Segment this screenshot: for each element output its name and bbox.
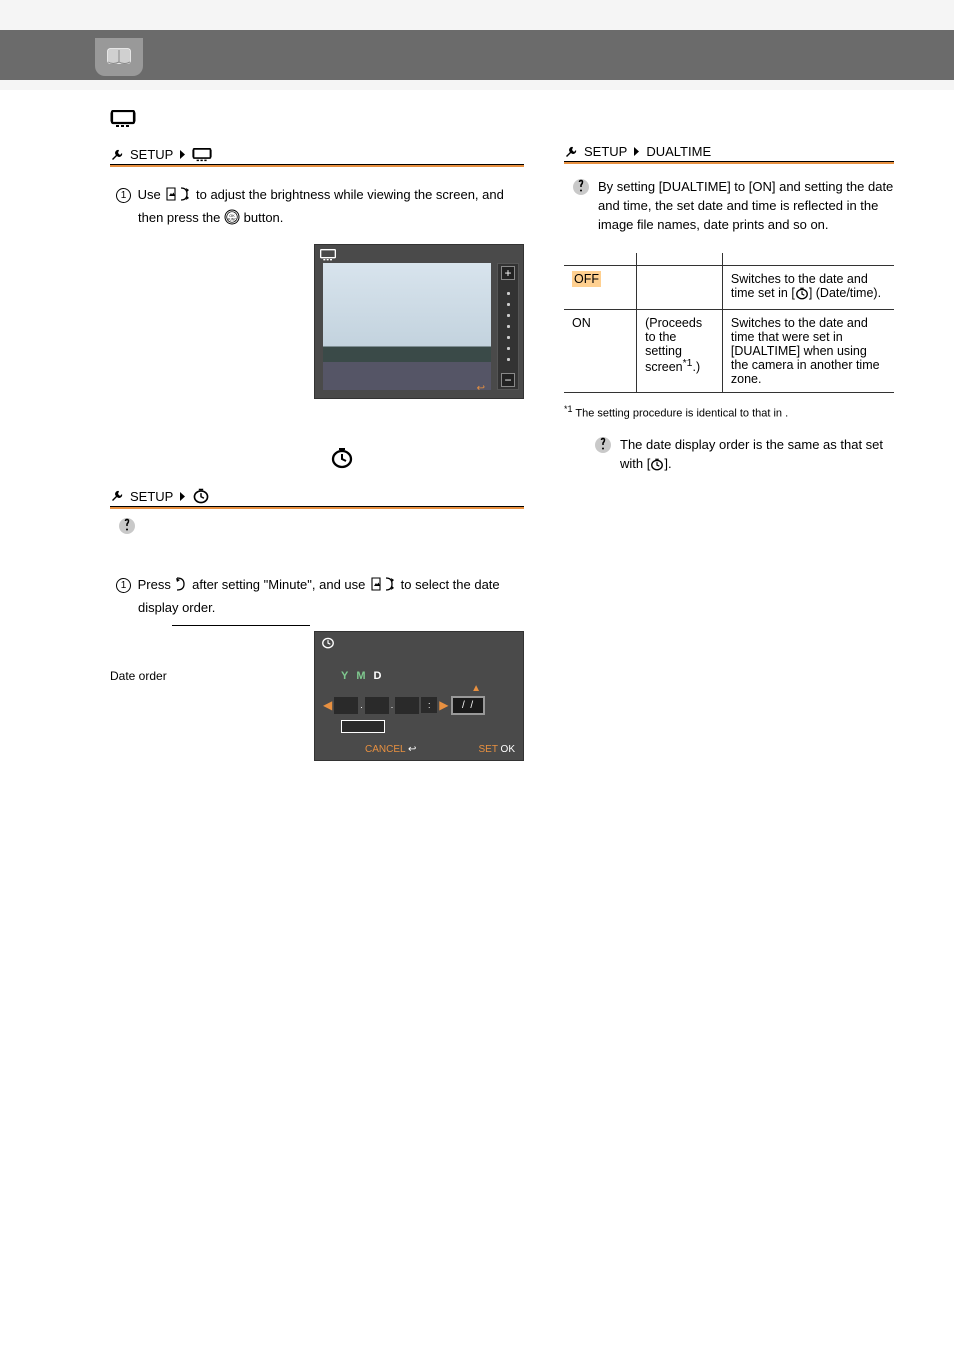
right-caret-icon: ▶: [439, 698, 448, 712]
chevron-right-icon: [633, 147, 640, 156]
chevron-right-icon: [179, 492, 186, 501]
month-field: [365, 697, 389, 714]
table-row: OFF Switches to the date and time set in…: [564, 265, 894, 309]
breadcrumb-dualtime: SETUP DUALTIME: [564, 144, 894, 159]
date-order-label: Date order: [110, 669, 310, 683]
time-box: / /: [451, 696, 485, 715]
up-caret-icon: ▲: [471, 683, 481, 694]
right-column: SETUP DUALTIME By setting [DUALTIME] to …: [564, 110, 894, 761]
info-icon: [118, 517, 136, 535]
month-order-box: [341, 720, 385, 733]
breadcrumb-date: SETUP: [110, 488, 524, 504]
chapter-tab: [95, 38, 143, 76]
left-column: SETUP 1 Use to adjust the brightness whi…: [110, 110, 524, 761]
path-setup-label: SETUP: [130, 489, 173, 504]
monitor-heading-icon: [110, 110, 136, 131]
slider-ticks: [507, 288, 509, 365]
dualtime-note: By setting [DUALTIME] to [ON] and settin…: [564, 178, 894, 235]
off-label: OFF: [572, 271, 601, 287]
monitor-instruction: 1 Use to adjust the brightness while vie…: [110, 185, 524, 230]
brightness-slider: + −: [497, 263, 519, 390]
preview-back-icon: ↩: [477, 383, 485, 394]
clock-heading-icon: [330, 447, 524, 472]
day-field: [395, 697, 419, 714]
monitor-path-icon: [192, 148, 212, 162]
on-label: ON: [564, 309, 637, 392]
preview-bottom-hints: CANCEL ↩ SET OK: [365, 744, 515, 755]
svg-text:FUNC: FUNC: [228, 217, 238, 221]
breadcrumb-monitor: SETUP: [110, 147, 524, 162]
divider-accent: [110, 507, 524, 509]
info-icon: [572, 178, 590, 196]
date-order-note: The date display order is the same as th…: [564, 436, 894, 477]
info-icon: [594, 436, 612, 454]
arrow-pad-icon: [369, 576, 397, 598]
ymd-heading: YMD: [341, 670, 389, 682]
clock-inline-icon: [650, 458, 664, 477]
dualtime-note-text: By setting [DUALTIME] to [ON] and settin…: [598, 178, 894, 235]
table-header-row: [564, 253, 894, 266]
off-description: Switches to the date and time set in [] …: [722, 265, 894, 309]
slider-minus: −: [501, 373, 515, 387]
date-order-callout-line: [172, 625, 310, 626]
colon-field: :: [421, 697, 437, 713]
path-setup-label: SETUP: [584, 144, 627, 159]
date-fields-row: ◀ . . : ▶ / /: [323, 694, 515, 716]
right-arrow-icon: [174, 576, 188, 598]
wrench-icon: [564, 145, 578, 159]
dualtime-table: OFF Switches to the date and time set in…: [564, 253, 894, 393]
date-setting-preview: YMD ▲ ◀ . . : ▶ / / CANCEL ↩: [314, 631, 524, 761]
wrench-icon: [110, 489, 124, 503]
divider-accent: [110, 165, 524, 167]
date-instruction: 1 Press after setting "Minute", and use …: [110, 575, 524, 617]
banner-stripe: [0, 30, 954, 80]
ok-button-icon: OKFUNC: [224, 209, 240, 231]
path-setup-label: SETUP: [130, 147, 173, 162]
slider-plus: +: [501, 266, 515, 280]
arrow-pad-icon: [164, 186, 192, 208]
path-dualtime-label: DUALTIME: [646, 144, 711, 159]
date-leadnote: [110, 517, 524, 535]
clock-inline-icon: [795, 287, 809, 303]
table-row: ON (Proceeds to the setting screen*1.) S…: [564, 309, 894, 392]
monitor-brightness-preview: + − ↩: [314, 244, 524, 399]
top-banner: [0, 0, 954, 90]
date-order-note-text: The date display order is the same as th…: [620, 436, 894, 477]
on-description: Switches to the date and time that were …: [722, 309, 894, 392]
divider-accent: [564, 162, 894, 164]
clock-path-icon: [192, 488, 210, 504]
left-caret-icon: ◀: [323, 698, 332, 712]
year-field: [334, 697, 358, 714]
preview-water: [323, 362, 491, 390]
step-1-badge: 1: [116, 188, 131, 203]
step-1-badge: 1: [116, 578, 131, 593]
footnote: *1 The setting procedure is identical to…: [564, 403, 894, 422]
chevron-right-icon: [179, 150, 186, 159]
preview-monitor-icon: [319, 249, 337, 264]
preview-clock-icon: [321, 636, 335, 652]
on-subtext: (Proceeds to the setting screen*1.): [637, 309, 723, 392]
wrench-icon: [110, 148, 124, 162]
